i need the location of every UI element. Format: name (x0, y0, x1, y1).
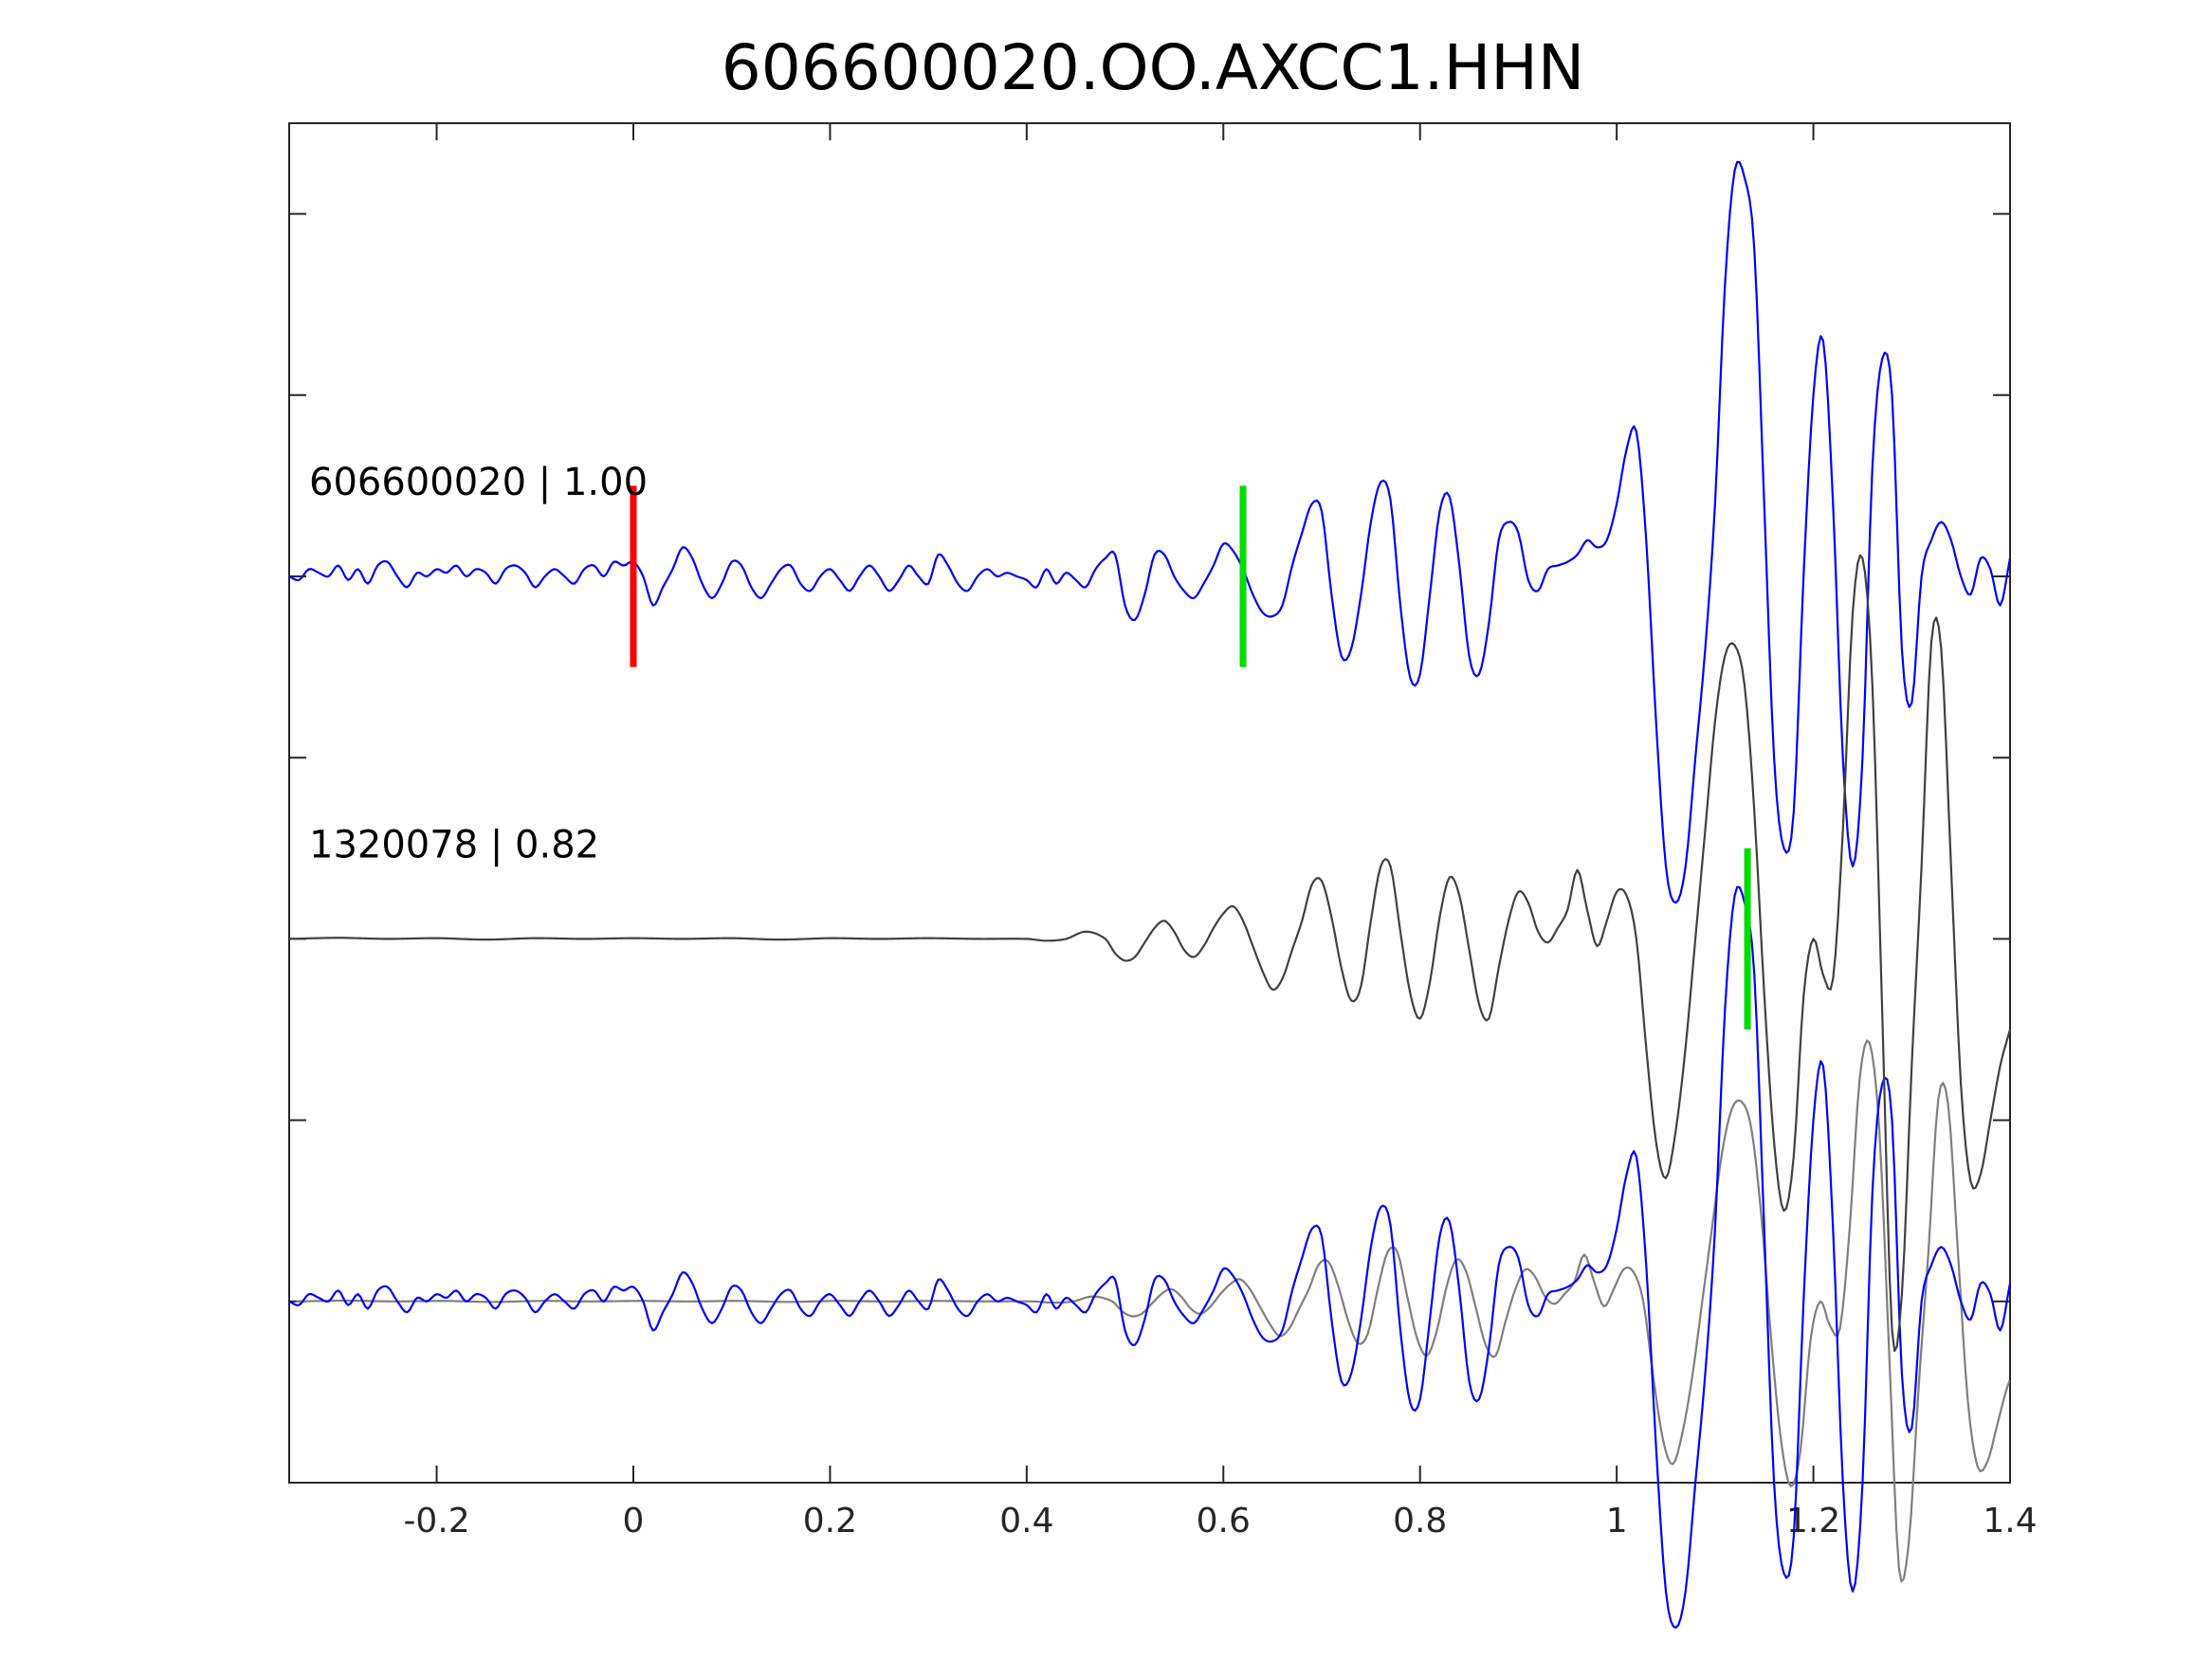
x-tick-label: 0 (623, 1502, 645, 1540)
trace-label-606600020: 606600020 | 1.00 (309, 461, 648, 504)
x-tick-label: -0.2 (403, 1502, 469, 1540)
x-tick-label: 0.6 (1197, 1502, 1251, 1540)
x-tick-label: 0.4 (999, 1502, 1053, 1540)
x-tick-label: 1 (1606, 1502, 1628, 1540)
x-tick-label: 0.2 (803, 1502, 857, 1540)
trace-606600020 (288, 160, 2012, 904)
axes-box (288, 122, 2011, 1484)
overlay-trace-606600020 (288, 885, 2012, 1630)
trace-label-1320078: 1320078 | 0.82 (309, 823, 599, 866)
chart-title: 606600020.OO.AXCC1.HHN (722, 31, 1584, 104)
x-tick-label: 0.8 (1393, 1502, 1447, 1540)
x-tick-label: 1.4 (1983, 1502, 2037, 1540)
trace-1320078 (288, 554, 2012, 1353)
overlay-trace-1320078 (296, 1039, 2011, 1583)
